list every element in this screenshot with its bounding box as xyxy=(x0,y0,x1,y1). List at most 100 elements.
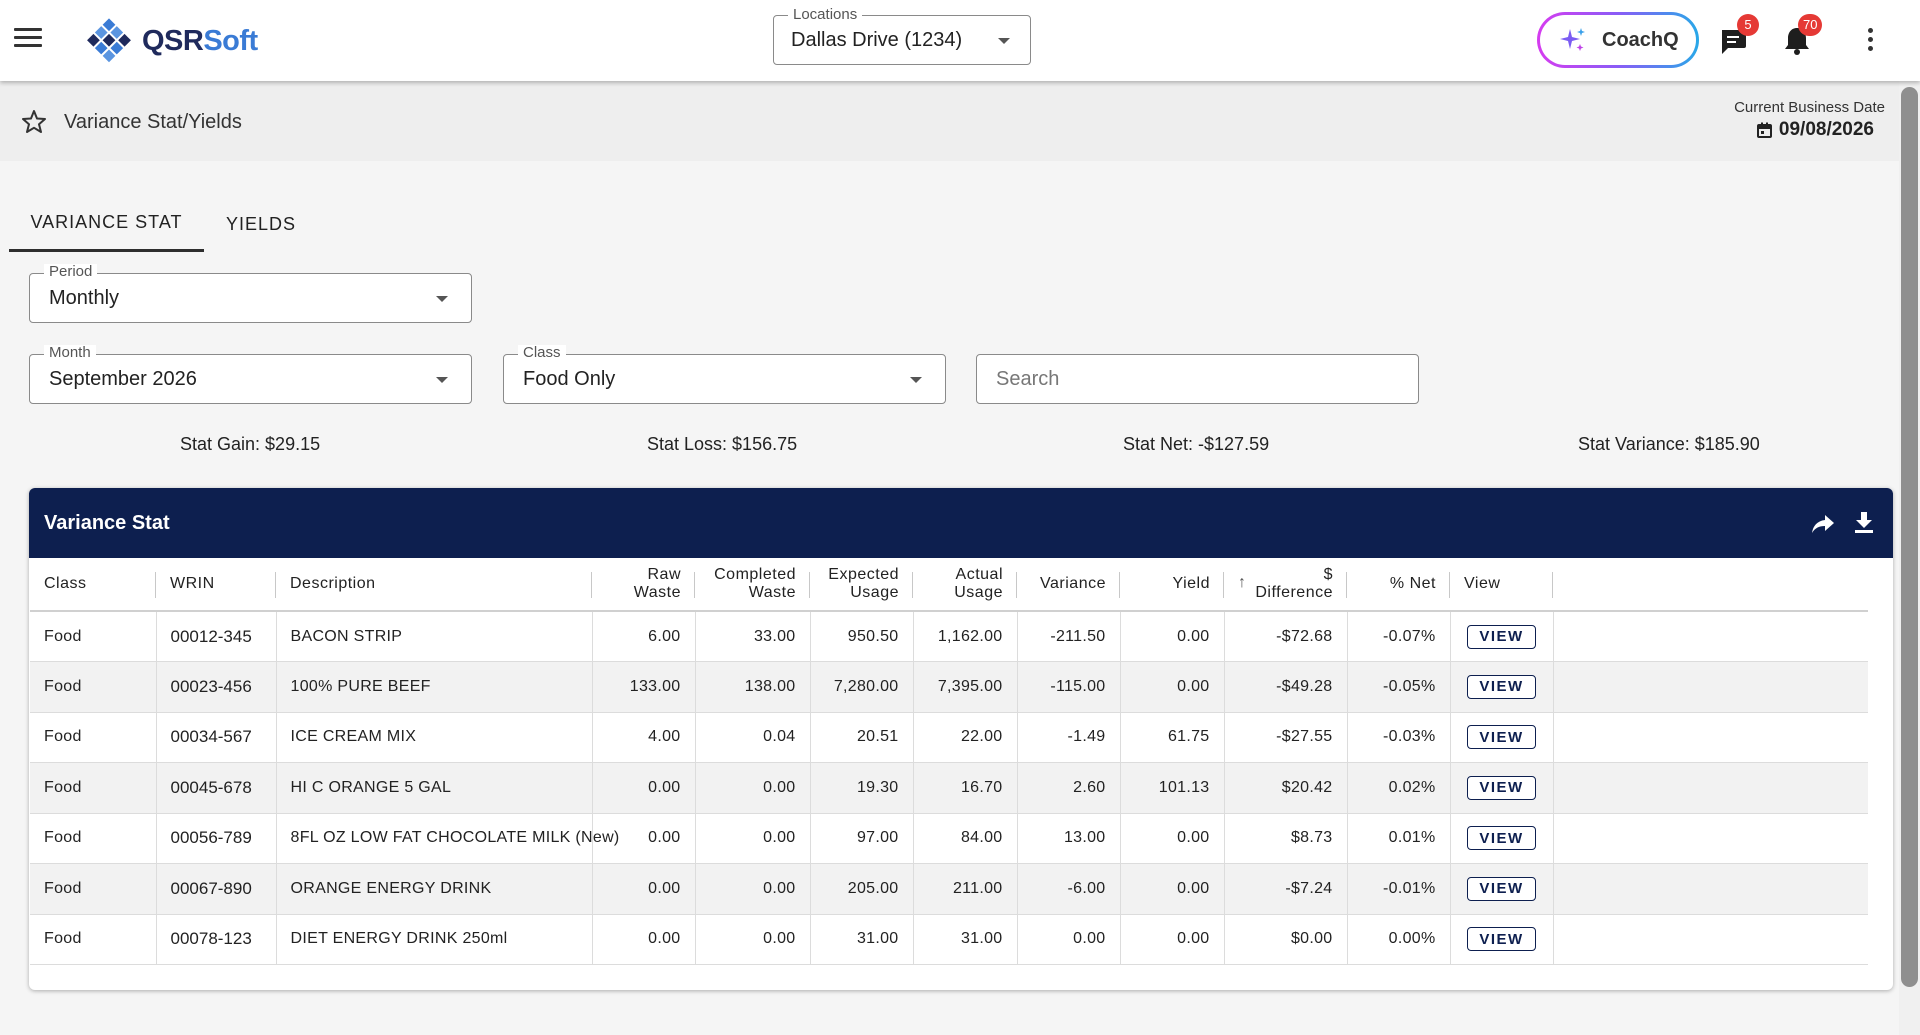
column-header-actual-usage[interactable]: Actual Usage xyxy=(913,558,1017,612)
page-title: Variance Stat/Yields xyxy=(64,111,242,133)
cell-actual-usage: 211.00 xyxy=(913,863,1018,915)
column-separator xyxy=(809,572,810,598)
app-logo[interactable]: QSRSoft xyxy=(84,16,258,66)
notifications-badge: 70 xyxy=(1798,14,1823,36)
business-date: 09/08/2026 xyxy=(1756,119,1874,141)
cell-difference: -$72.68 xyxy=(1224,611,1348,662)
cell-yield: 61.75 xyxy=(1120,712,1225,763)
download-icon xyxy=(1855,512,1873,533)
cell-description: DIET ENERGY DRINK 250ml xyxy=(276,914,593,965)
table-row: Food 00067-890 ORANGE ENERGY DRINK 0.00 0.00… xyxy=(30,863,1868,915)
tab-yields[interactable]: YIELDS xyxy=(225,213,297,234)
cell-actual-usage: 84.00 xyxy=(913,813,1018,864)
month-select-value: September 2026 xyxy=(49,368,197,390)
cell-raw-waste: 0.00 xyxy=(592,813,696,864)
share-button[interactable] xyxy=(1810,510,1836,541)
cell-expected-usage: 97.00 xyxy=(810,813,914,864)
period-select-value: Monthly xyxy=(49,287,120,309)
table-row: Food 00056-789 8FL OZ LOW FAT CHOCOLATE MI… xyxy=(30,813,1868,864)
cell-yield: 0.00 xyxy=(1120,914,1225,965)
diamond-grid-logo-icon xyxy=(87,18,131,63)
cell-variance: 13.00 xyxy=(1017,813,1121,864)
tab-variance-stat[interactable]: VARIANCE STAT xyxy=(9,196,204,252)
cell-view: VIEW xyxy=(1450,914,1554,965)
column-header-class[interactable]: Class xyxy=(30,558,156,612)
cell-pct-net: 0.02% xyxy=(1347,762,1451,814)
cell-wrin: 00045-678 xyxy=(156,762,277,814)
month-select[interactable]: Month September 2026 xyxy=(29,345,472,404)
cell-raw-waste: 4.00 xyxy=(592,712,696,763)
cell-description: HI C ORANGE 5 GAL xyxy=(276,762,593,814)
cell-spacer xyxy=(1553,863,1868,915)
coachq-button-inner: CoachQ xyxy=(1540,15,1696,65)
column-header-variance-label: Variance xyxy=(1040,575,1106,592)
cell-expected-usage: 20.51 xyxy=(810,712,914,763)
coachq-button[interactable]: CoachQ xyxy=(1537,12,1699,68)
notifications-button[interactable]: 70 xyxy=(1780,14,1823,58)
messages-button[interactable]: 5 xyxy=(1717,14,1759,58)
view-button[interactable]: VIEW xyxy=(1467,725,1536,750)
view-button[interactable]: VIEW xyxy=(1467,674,1536,699)
table-body: Food 00012-345 BACON STRIP 6.00 33.00 950.50 1… xyxy=(30,611,1868,965)
column-separator xyxy=(1552,572,1553,598)
column-header-completed-waste-label: Completed Waste xyxy=(714,566,796,601)
cell-completed-waste: 0.00 xyxy=(695,813,811,864)
cell-raw-waste: 0.00 xyxy=(592,762,696,814)
column-separator xyxy=(591,572,592,598)
cell-actual-usage: 1,162.00 xyxy=(913,611,1018,662)
view-button[interactable]: VIEW xyxy=(1467,876,1536,901)
page-scrollbar[interactable] xyxy=(1899,81,1920,1035)
cell-expected-usage: 19.30 xyxy=(810,762,914,814)
column-header-raw-waste[interactable]: Raw Waste xyxy=(592,558,695,612)
chat-bubble-icon xyxy=(1722,30,1746,54)
logo-text: QSRSoft xyxy=(142,25,258,58)
chevron-down-icon xyxy=(436,377,448,383)
kebab-icon-dot xyxy=(1867,46,1873,51)
cell-view: VIEW xyxy=(1450,611,1554,662)
table-row: Food 00012-345 BACON STRIP 6.00 33.00 950.50 1… xyxy=(30,611,1868,662)
cell-description: ORANGE ENERGY DRINK xyxy=(276,863,593,915)
column-header-difference[interactable]: ↑ $ Difference xyxy=(1224,558,1347,612)
view-button[interactable]: VIEW xyxy=(1467,826,1536,851)
column-header-pct-net[interactable]: % Net xyxy=(1347,558,1450,612)
column-header-wrin[interactable]: WRIN xyxy=(156,558,276,612)
cell-wrin: 00034-567 xyxy=(156,712,277,763)
variance-stat-table: Class WRIN Description Raw Waste Complet… xyxy=(30,558,1868,965)
column-header-variance[interactable]: Variance xyxy=(1017,558,1120,612)
cell-view: VIEW xyxy=(1450,712,1554,763)
scrollbar-thumb[interactable] xyxy=(1901,87,1918,987)
column-header-view-label: View xyxy=(1464,575,1501,592)
column-header-description[interactable]: Description xyxy=(276,558,592,612)
cell-expected-usage: 205.00 xyxy=(810,863,914,915)
download-button[interactable] xyxy=(1851,509,1877,540)
cell-spacer xyxy=(1553,813,1868,864)
table-header-row: Class WRIN Description Raw Waste Complet… xyxy=(30,558,1868,612)
class-select[interactable]: Class Food Only xyxy=(503,345,946,404)
cell-wrin: 00023-456 xyxy=(156,661,277,713)
menu-button[interactable] xyxy=(14,28,42,54)
column-header-completed-waste[interactable]: Completed Waste xyxy=(695,558,810,612)
column-separator xyxy=(694,572,695,598)
arrow-up-icon: ↑ xyxy=(1238,574,1247,591)
star-outline-icon[interactable] xyxy=(20,108,48,136)
column-header-spacer xyxy=(1553,558,1868,612)
cell-wrin: 00067-890 xyxy=(156,863,277,915)
column-header-expected-usage[interactable]: Expected Usage xyxy=(810,558,913,612)
cell-variance: 0.00 xyxy=(1017,914,1121,965)
cell-yield: 0.00 xyxy=(1120,863,1225,915)
search-input[interactable] xyxy=(976,354,1419,404)
cell-spacer xyxy=(1553,661,1868,713)
location-select[interactable]: Locations Dallas Drive (1234) xyxy=(773,6,1031,65)
period-select[interactable]: Period Monthly xyxy=(29,264,472,323)
view-button[interactable]: VIEW xyxy=(1467,927,1536,952)
location-select-value: Dallas Drive (1234) xyxy=(791,29,963,51)
column-header-yield[interactable]: Yield xyxy=(1120,558,1224,612)
more-options-button[interactable] xyxy=(1866,28,1874,54)
view-button[interactable]: VIEW xyxy=(1467,624,1536,649)
cell-completed-waste: 0.04 xyxy=(695,712,811,763)
cell-pct-net: -0.01% xyxy=(1347,863,1451,915)
stat-loss: Stat Loss: $156.75 xyxy=(647,434,798,454)
cell-variance: -211.50 xyxy=(1017,611,1121,662)
chevron-down-icon xyxy=(436,296,448,302)
view-button[interactable]: VIEW xyxy=(1467,775,1536,800)
